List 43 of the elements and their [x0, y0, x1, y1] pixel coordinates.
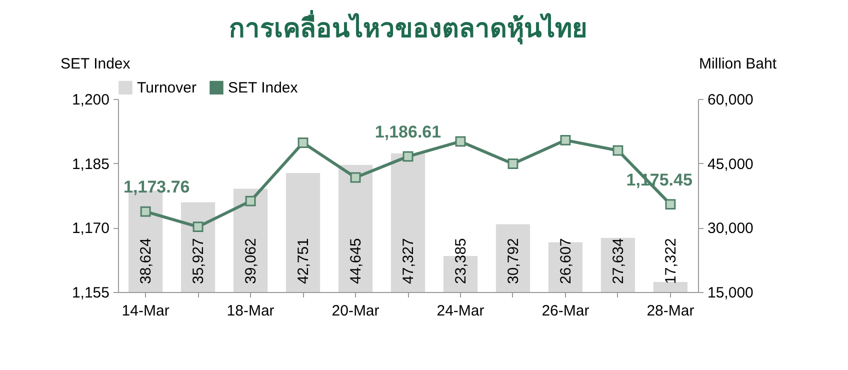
- y-axis-title: SET Index: [60, 56, 131, 72]
- y2-axis-title: Million Baht: [698, 56, 778, 72]
- point: [508, 158, 518, 169]
- x-tick-label: 18-Mar: [226, 302, 274, 320]
- data-label: 39,062: [242, 238, 260, 284]
- y-tick-label: 1,185: [72, 156, 110, 173]
- y2-tick-label: 15,000: [708, 284, 754, 302]
- x-tick-label: 20-Mar: [332, 302, 380, 320]
- point: [402, 151, 414, 162]
- x-tick-label: 26-Mar: [542, 302, 590, 320]
- data-label: 26,607: [557, 238, 574, 284]
- y2-tick-label: 45,000: [708, 156, 754, 173]
- point: [560, 134, 571, 146]
- data-label: 1,173.76: [124, 178, 190, 197]
- point: [612, 145, 624, 156]
- x-tick-label: 14-Mar: [122, 302, 170, 320]
- point: [140, 206, 151, 217]
- chart-title: การเคลื่อนไหวของตลาดหุ้นไทย: [229, 9, 587, 45]
- y-tick-label: 1,155: [72, 284, 110, 302]
- data-label: 30,792: [504, 238, 522, 284]
- point: [350, 172, 361, 183]
- y2-tick-label: 30,000: [708, 220, 754, 238]
- y2-tick-label: 60,000: [708, 92, 754, 108]
- data-label: 38,624: [138, 238, 155, 284]
- data-label: 35,927: [190, 238, 208, 284]
- point: [455, 136, 466, 147]
- point: [192, 222, 204, 232]
- y-tick-label: 1,170: [72, 220, 110, 238]
- data-label: 47,327: [400, 238, 417, 284]
- point: [245, 196, 256, 206]
- data-label: 17,322: [662, 238, 680, 284]
- legend-label: Turnover: [137, 80, 196, 97]
- legend-label: SET Index: [228, 80, 298, 97]
- data-label: 42,751: [295, 238, 312, 284]
- point: [665, 199, 676, 210]
- x-tick-label: 24-Mar: [436, 302, 484, 320]
- x-tick-label: 28-Mar: [646, 302, 694, 320]
- point: [298, 138, 308, 148]
- data-label: 27,634: [610, 238, 627, 284]
- y-tick-label: 1,200: [72, 92, 110, 108]
- data-label: 44,645: [348, 238, 365, 284]
- data-label: 1,186.61: [374, 122, 442, 142]
- data-label: 23,385: [452, 238, 470, 284]
